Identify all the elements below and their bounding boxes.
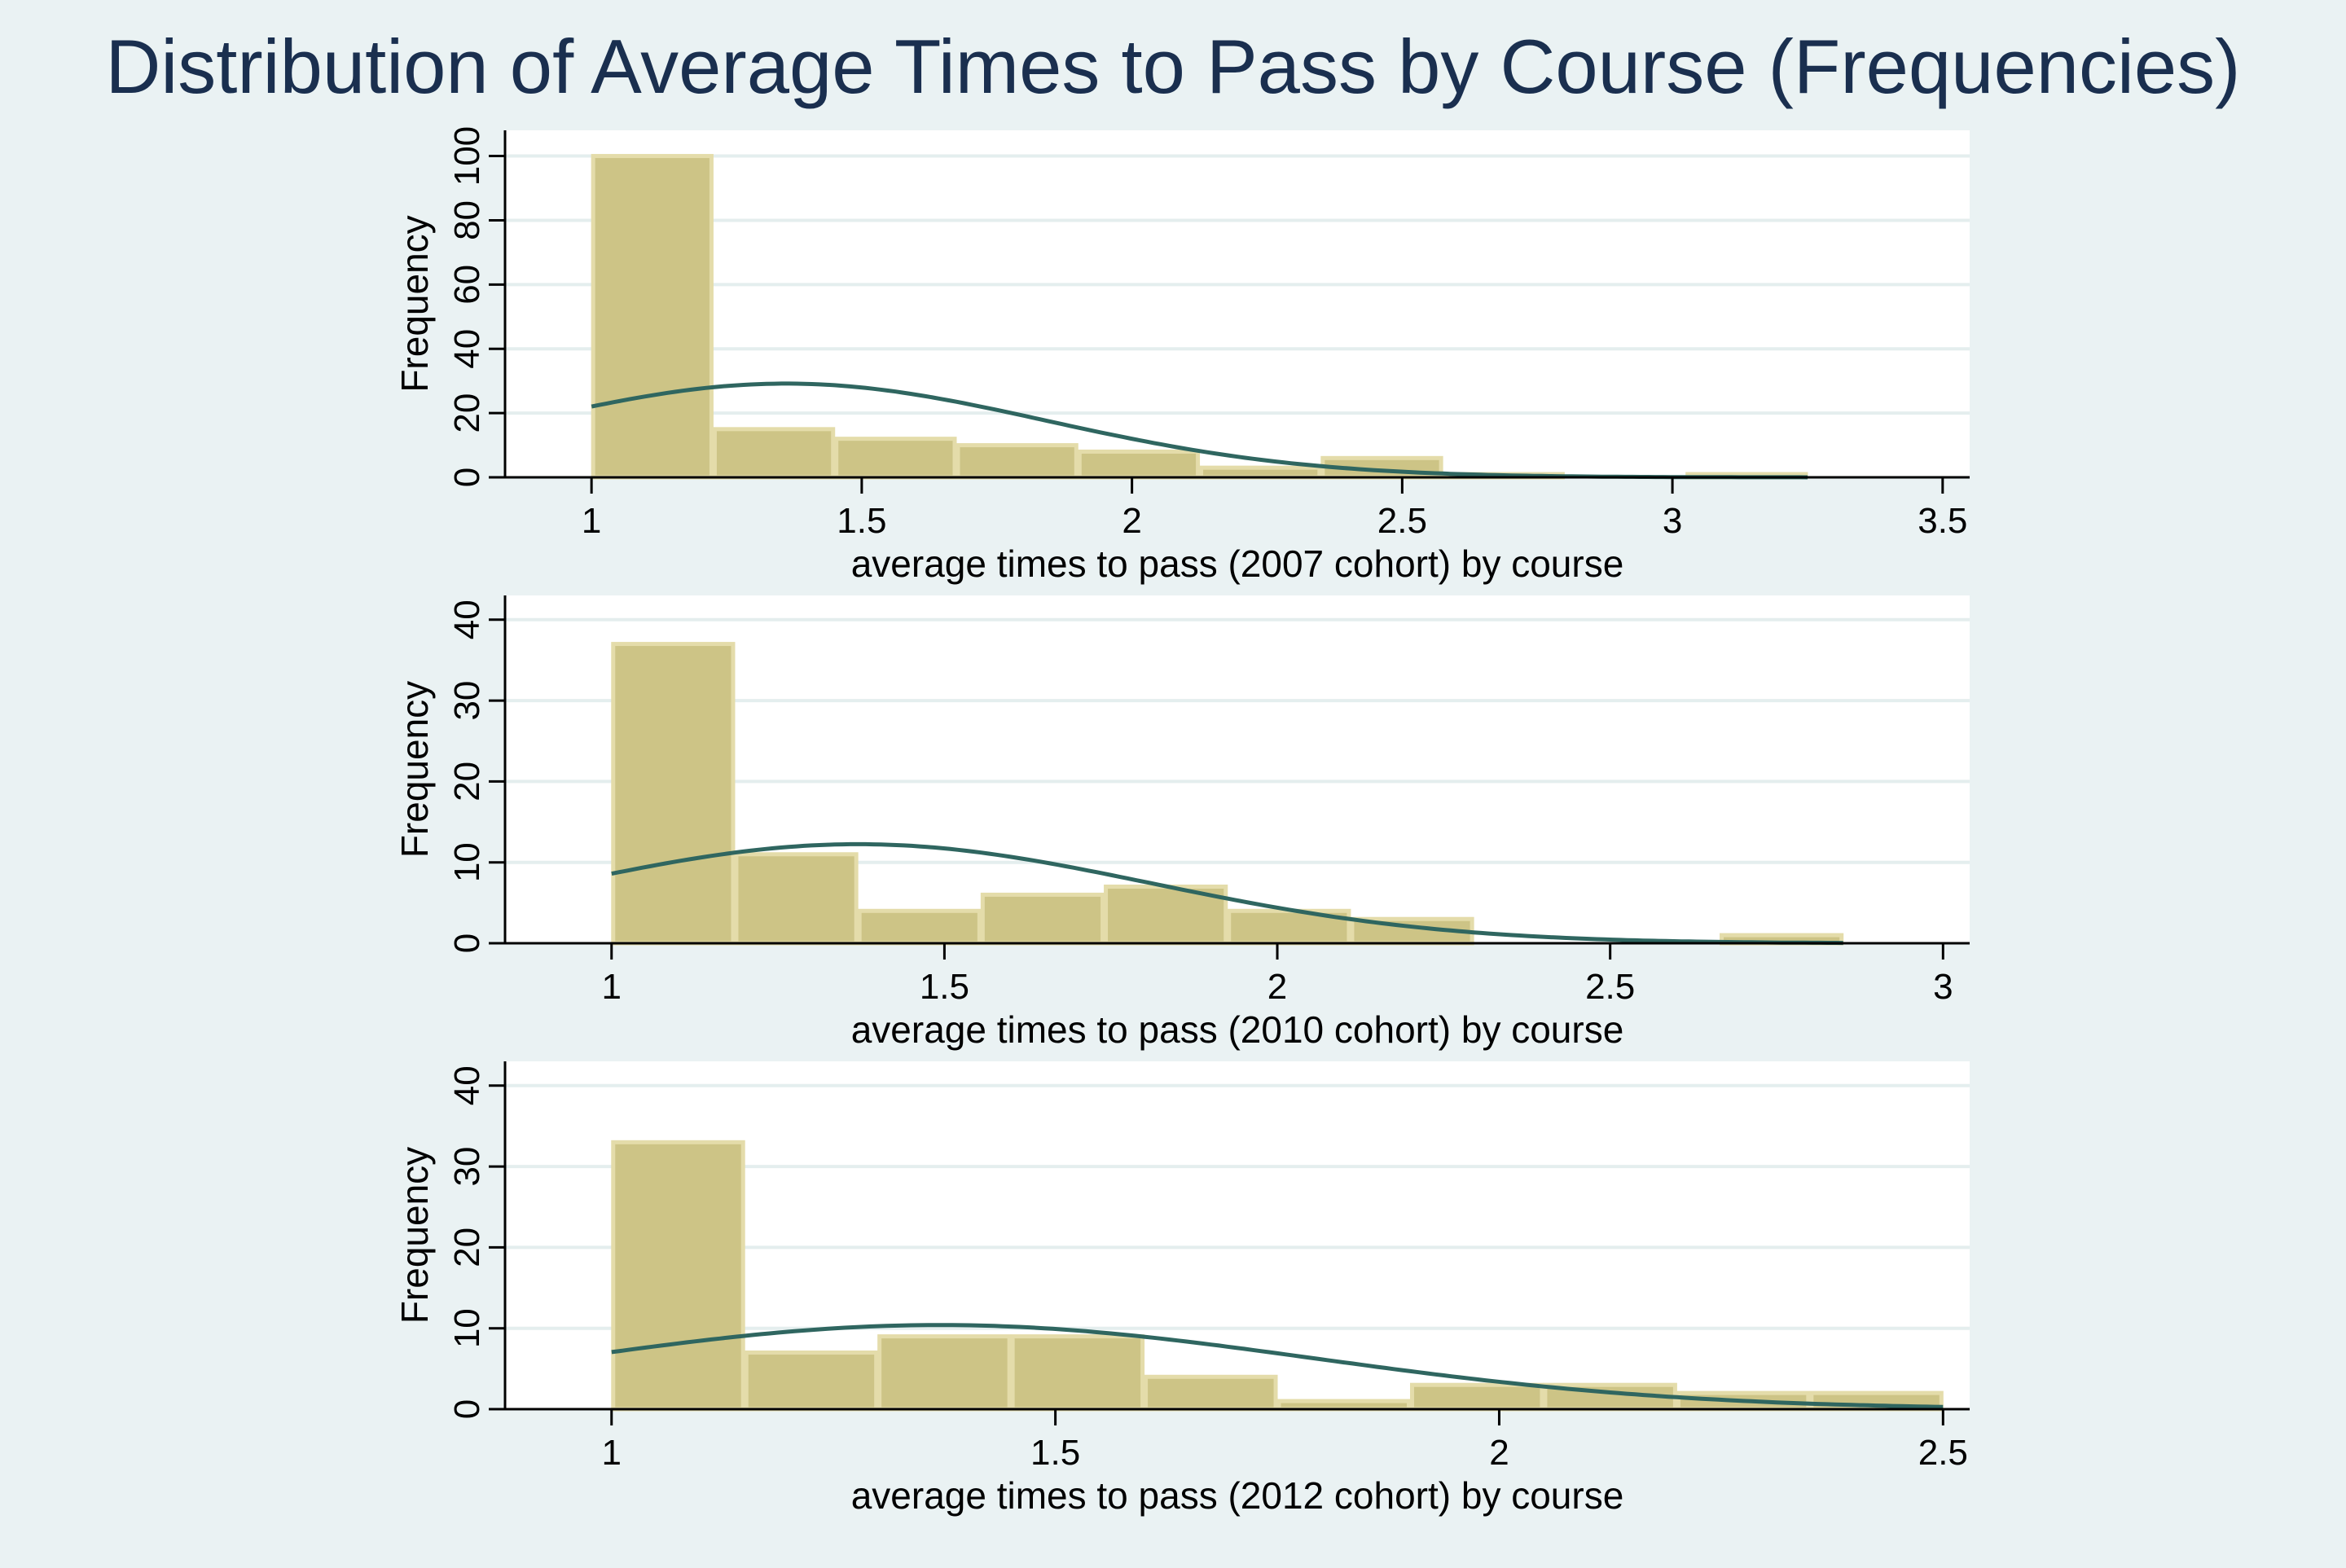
x-tick-label-3-2: 2 — [1489, 1433, 1509, 1473]
x-tick-label-2-4: 3 — [1933, 967, 1953, 1007]
x-tick-label-1-4: 3 — [1663, 501, 1682, 541]
x-axis-label-1: average times to pass (2007 cohort) by c… — [851, 542, 1624, 585]
x-axis-label-3: average times to pass (2012 cohort) by c… — [851, 1474, 1624, 1517]
y-axis-label-2: Frequency — [393, 681, 436, 858]
x-tick-label-1-2: 2 — [1122, 501, 1141, 541]
y-tick-label-3-2: 20 — [447, 1228, 487, 1267]
histogram-bar-3-1 — [611, 1140, 745, 1412]
histogram-bar-1-2 — [712, 427, 836, 480]
y-tick-label-3-1: 10 — [447, 1308, 487, 1348]
histogram-bar-3-3 — [877, 1334, 1012, 1412]
x-tick-label-3-3: 2.5 — [1918, 1433, 1968, 1473]
x-tick-label-1-0: 1 — [582, 501, 601, 541]
normal-curve-2 — [611, 841, 1843, 946]
normal-curve-3 — [611, 1323, 1944, 1409]
x-tick-label-2-3: 2.5 — [1585, 967, 1635, 1007]
histogram-bar-2-3 — [857, 908, 982, 946]
y-tick-label-1-5: 100 — [447, 126, 487, 186]
x-axis-label-2: average times to pass (2010 cohort) by c… — [851, 1008, 1624, 1051]
x-tick-label-2-2: 2 — [1267, 967, 1287, 1007]
histogram-bar-2-1 — [611, 642, 736, 946]
y-tick-label-3-0: 0 — [447, 1399, 487, 1419]
x-tick-label-1-1: 1.5 — [837, 501, 886, 541]
histogram-bar-3-4 — [1010, 1334, 1145, 1412]
y-tick-label-3-4: 40 — [447, 1065, 487, 1105]
y-tick-label-1-1: 20 — [447, 393, 487, 433]
histogram-bar-1-6 — [1199, 465, 1322, 480]
x-tick-label-3-1: 1.5 — [1030, 1433, 1080, 1473]
histogram-bar-2-2 — [734, 852, 859, 946]
x-tick-label-3-0: 1 — [602, 1433, 622, 1473]
y-tick-label-1-3: 60 — [447, 265, 487, 305]
histogram-bar-3-5 — [1144, 1374, 1278, 1412]
x-tick-label-2-0: 1 — [602, 967, 622, 1007]
y-tick-label-1-4: 80 — [447, 200, 487, 240]
x-tick-label-1-3: 2.5 — [1377, 501, 1427, 541]
x-tick-label-2-1: 1.5 — [920, 967, 969, 1007]
y-tick-label-1-0: 0 — [447, 468, 487, 487]
plot-area-1 — [505, 130, 1970, 477]
y-axis-label-3: Frequency — [393, 1147, 436, 1324]
histogram-bar-3-2 — [744, 1350, 879, 1412]
x-tick-label-1-5: 3.5 — [1918, 501, 1967, 541]
y-tick-label-2-3: 30 — [447, 681, 487, 721]
y-tick-label-2-4: 40 — [447, 600, 487, 639]
histogram-bar-3-7 — [1409, 1382, 1544, 1412]
y-tick-label-2-1: 10 — [447, 842, 487, 882]
y-tick-label-3-3: 30 — [447, 1147, 487, 1187]
y-tick-label-2-0: 0 — [447, 933, 487, 953]
histogram-bar-1-3 — [834, 437, 957, 480]
histogram-bar-1-1 — [591, 154, 714, 480]
y-axis-label-1: Frequency — [393, 215, 436, 392]
y-tick-label-1-2: 40 — [447, 329, 487, 369]
figure-title: Distribution of Average Times to Pass by… — [105, 24, 2241, 109]
histogram-bar-1-5 — [1077, 449, 1201, 480]
y-tick-label-2-2: 20 — [447, 762, 487, 802]
histogram-bar-2-4 — [980, 892, 1105, 946]
histogram-bar-1-4 — [956, 443, 1079, 480]
